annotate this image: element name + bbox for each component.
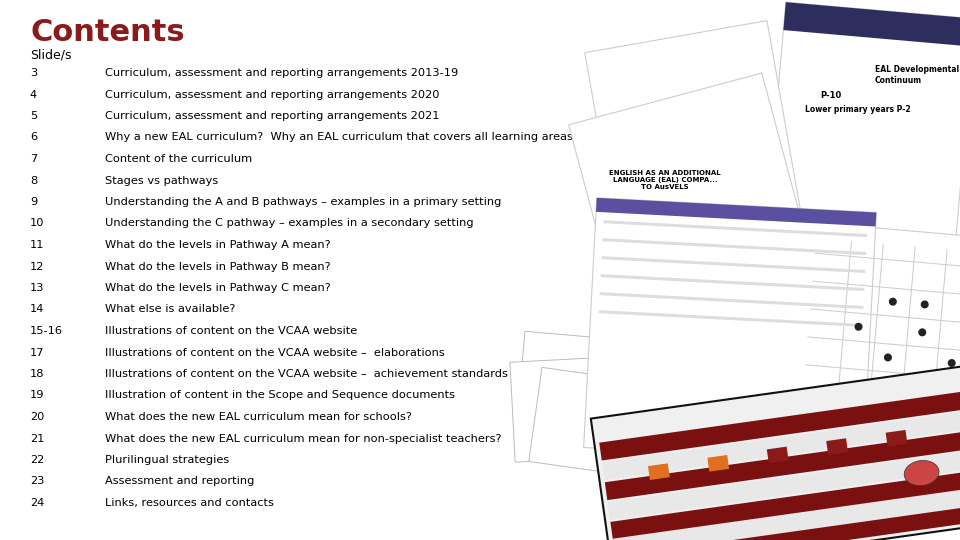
Text: What does the new EAL curriculum mean for non-specialist teachers?: What does the new EAL curriculum mean fo…: [105, 434, 501, 443]
Bar: [648, 463, 670, 480]
Text: 5: 5: [30, 111, 37, 121]
Text: 7: 7: [30, 154, 37, 164]
Bar: [793, 222, 960, 457]
Text: P-10: P-10: [820, 91, 841, 99]
Bar: [568, 73, 822, 347]
Text: 12: 12: [30, 261, 44, 272]
Bar: [605, 428, 960, 500]
Circle shape: [921, 300, 928, 308]
Text: AusVELS: AusVELS: [657, 113, 713, 126]
Bar: [866, 244, 884, 433]
Text: What do the levels in Pathway B mean?: What do the levels in Pathway B mean?: [105, 261, 330, 272]
Bar: [807, 336, 960, 353]
Text: Stages vs pathways: Stages vs pathways: [105, 176, 218, 186]
Bar: [601, 274, 864, 291]
Text: Content of the curriculum: Content of the curriculum: [105, 154, 252, 164]
Text: Illustrations of content on the VCAA website: Illustrations of content on the VCAA web…: [105, 326, 357, 336]
Bar: [886, 430, 907, 447]
Text: EAL Developmental
Continuum: EAL Developmental Continuum: [875, 65, 959, 85]
Text: 15-16: 15-16: [30, 326, 63, 336]
Bar: [602, 408, 960, 480]
Text: What do the levels in Pathway A mean?: What do the levels in Pathway A mean?: [105, 240, 330, 250]
Text: 19: 19: [30, 390, 44, 401]
Bar: [765, 2, 960, 258]
Bar: [615, 500, 960, 540]
Bar: [767, 447, 788, 463]
Bar: [596, 198, 876, 226]
Bar: [516, 331, 614, 449]
Text: Understanding the A and B pathways – examples in a primary setting: Understanding the A and B pathways – exa…: [105, 197, 501, 207]
Text: Illustrations of content on the VCAA website –  elaborations: Illustrations of content on the VCAA web…: [105, 348, 444, 357]
Bar: [708, 455, 730, 471]
Bar: [608, 448, 960, 520]
Text: Assessment and reporting: Assessment and reporting: [105, 476, 254, 487]
Text: 14: 14: [30, 305, 44, 314]
Text: 23: 23: [30, 476, 44, 487]
Bar: [827, 438, 848, 455]
Text: 24: 24: [30, 498, 44, 508]
Circle shape: [889, 298, 897, 306]
Bar: [612, 484, 960, 540]
Bar: [812, 281, 960, 297]
Text: 11: 11: [30, 240, 44, 250]
Bar: [899, 246, 916, 436]
Text: Plurilingual strategies: Plurilingual strategies: [105, 455, 229, 465]
Bar: [602, 256, 865, 273]
Text: Links, resources and contacts: Links, resources and contacts: [105, 498, 274, 508]
Bar: [529, 367, 621, 472]
Ellipse shape: [904, 461, 939, 485]
Text: Slide/s: Slide/s: [30, 48, 71, 61]
Text: 18: 18: [30, 369, 44, 379]
Text: 9: 9: [30, 197, 37, 207]
Circle shape: [884, 354, 892, 361]
Text: Understanding the C pathway – examples in a secondary setting: Understanding the C pathway – examples i…: [105, 219, 473, 228]
Bar: [603, 238, 866, 255]
Text: Contents: Contents: [30, 18, 184, 47]
Circle shape: [919, 328, 926, 336]
Bar: [611, 468, 960, 539]
Text: What else is available?: What else is available?: [105, 305, 235, 314]
Bar: [834, 241, 852, 430]
Text: Illustration of content in the Scope and Sequence documents: Illustration of content in the Scope and…: [105, 390, 455, 401]
Bar: [590, 363, 960, 540]
Text: 4: 4: [30, 90, 37, 99]
Circle shape: [948, 359, 956, 367]
Text: 20: 20: [30, 412, 44, 422]
Bar: [510, 358, 600, 462]
Bar: [599, 310, 862, 327]
Bar: [930, 249, 948, 438]
Text: Curriculum, assessment and reporting arrangements 2013-19: Curriculum, assessment and reporting arr…: [105, 68, 458, 78]
Bar: [815, 253, 960, 269]
Bar: [584, 198, 876, 462]
Text: 13: 13: [30, 283, 44, 293]
Bar: [604, 220, 867, 237]
Bar: [810, 308, 960, 325]
Text: What do the levels in Pathway C mean?: What do the levels in Pathway C mean?: [105, 283, 331, 293]
Text: Why a new EAL curriculum?  Why an EAL curriculum that covers all learning areas?: Why a new EAL curriculum? Why an EAL cur…: [105, 132, 579, 143]
Text: 22: 22: [30, 455, 44, 465]
Text: Curriculum, assessment and reporting arrangements 2020: Curriculum, assessment and reporting arr…: [105, 90, 440, 99]
Text: Lower primary years P-2: Lower primary years P-2: [805, 105, 911, 114]
Bar: [783, 2, 960, 46]
Bar: [600, 292, 863, 309]
Text: 17: 17: [30, 348, 44, 357]
Bar: [804, 364, 960, 381]
Text: 21: 21: [30, 434, 44, 443]
Text: 8: 8: [30, 176, 37, 186]
Text: Curriculum, assessment and reporting arrangements 2021: Curriculum, assessment and reporting arr…: [105, 111, 440, 121]
Text: 6: 6: [30, 132, 37, 143]
Bar: [585, 21, 805, 269]
Bar: [599, 388, 960, 461]
Text: ENGLISH AS AN ADDITIONAL
LANGUAGE (EAL) COMPA...
TO AusVELS: ENGLISH AS AN ADDITIONAL LANGUAGE (EAL) …: [610, 170, 721, 190]
Text: Illustrations of content on the VCAA website –  achievement standards: Illustrations of content on the VCAA web…: [105, 369, 508, 379]
Text: 10: 10: [30, 219, 44, 228]
Text: 3: 3: [30, 68, 37, 78]
Text: What does the new EAL curriculum mean for schools?: What does the new EAL curriculum mean fo…: [105, 412, 412, 422]
Circle shape: [854, 323, 862, 331]
